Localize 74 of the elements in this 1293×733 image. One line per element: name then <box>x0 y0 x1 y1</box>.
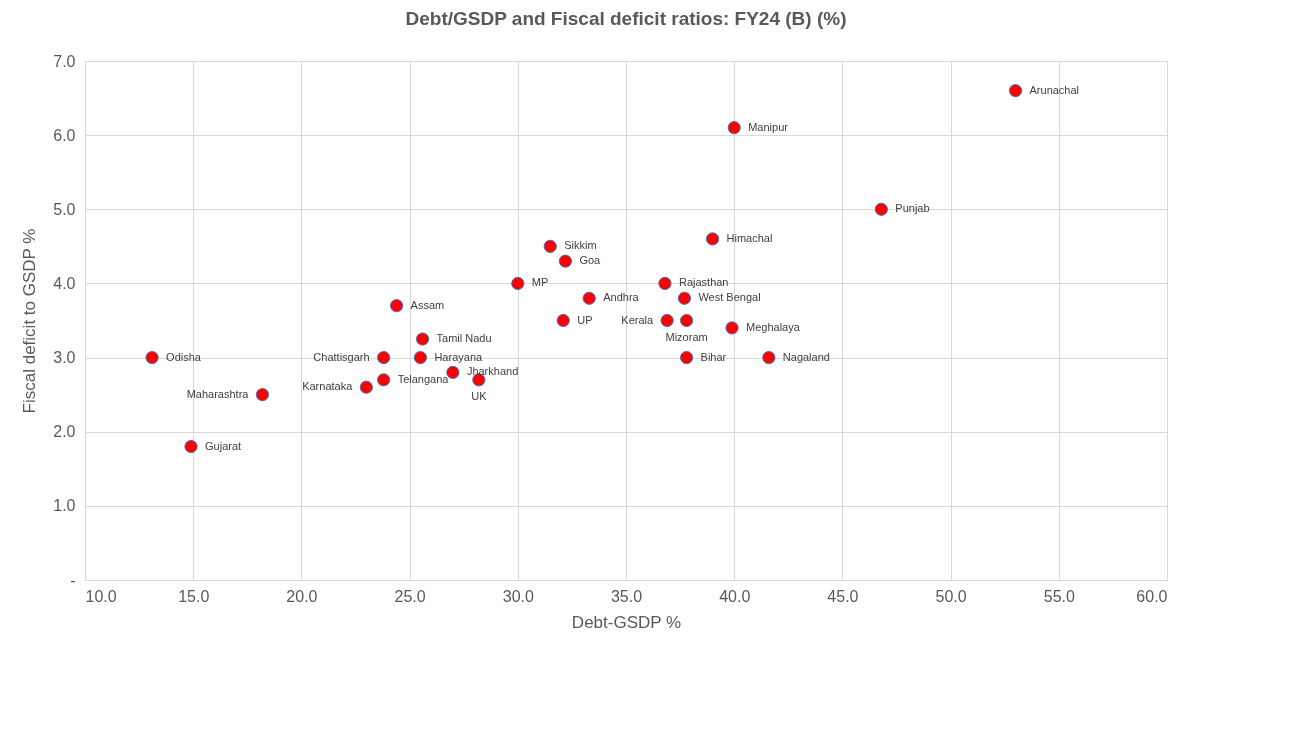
y-tick-label: - <box>70 571 76 589</box>
annotation: Himachal <box>726 231 773 244</box>
x-tick-label: 45.0 <box>827 587 859 605</box>
point <box>1008 84 1023 98</box>
point <box>377 350 391 365</box>
annotation: Meghalaya <box>746 320 801 333</box>
point <box>658 276 672 291</box>
point <box>543 239 557 253</box>
annotation: Arunachal <box>1029 83 1080 96</box>
point <box>556 313 570 328</box>
x-tick-label: 55.0 <box>1043 587 1075 605</box>
annotation: Goa <box>579 254 602 267</box>
y-tick-label: 1.0 <box>53 497 76 515</box>
point <box>255 388 270 402</box>
annotation: Punjab <box>895 202 930 215</box>
point <box>679 350 694 365</box>
point <box>727 121 741 135</box>
annotation: MP <box>531 276 549 289</box>
annotation: Odisha <box>166 350 202 363</box>
x-tick-label: 10.0 <box>85 587 117 605</box>
y-tick-label: 2.0 <box>53 423 76 441</box>
annotation: Assam <box>410 298 445 311</box>
chart-title: Debt/GSDP and Fiscal deficit ratios: FY24 (B) (%) <box>405 8 847 29</box>
annotation: Bihar <box>700 350 727 363</box>
x-tick-label: 60.0 <box>1136 587 1168 605</box>
x-tick-label: 20.0 <box>286 587 318 605</box>
point <box>413 350 428 365</box>
y-tick-label: 3.0 <box>53 349 76 367</box>
annotation: Harayana <box>434 350 483 363</box>
point <box>874 202 888 216</box>
y-tick-label: 6.0 <box>53 126 76 144</box>
point <box>145 350 159 365</box>
annotation: Mizoram <box>665 330 708 343</box>
point <box>415 332 430 346</box>
point <box>725 321 739 335</box>
point <box>762 350 776 365</box>
annotation: West Bengal <box>698 291 761 304</box>
y-tick-label: 5.0 <box>53 200 76 218</box>
annotation: Chattisgarh <box>313 350 370 363</box>
annotation: Sikkim <box>564 239 597 252</box>
point <box>582 291 596 305</box>
point <box>389 299 404 313</box>
point <box>377 373 391 387</box>
x-tick-label: 40.0 <box>719 587 751 605</box>
annotation: Andhra <box>603 291 640 304</box>
point <box>184 439 198 454</box>
point <box>359 380 373 394</box>
annotation: UK <box>471 389 488 402</box>
annotation: Gujarat <box>205 439 242 452</box>
x-axis-title: Debt-GSDP % <box>571 612 682 632</box>
annotation: Karnataka <box>302 380 354 393</box>
x-tick-label: 15.0 <box>178 587 210 605</box>
annotation: Jharkhand <box>466 365 519 378</box>
x-tick-label: 50.0 <box>935 587 967 605</box>
point <box>660 313 674 328</box>
annotation: Tamil Nadu <box>436 332 492 345</box>
annotation: Kerala <box>621 313 654 326</box>
point <box>679 313 694 328</box>
point <box>705 232 720 246</box>
point <box>677 291 692 305</box>
y-tick-label: 4.0 <box>53 274 76 292</box>
annotation: Nagaland <box>782 350 830 363</box>
annotation: Maharashtra <box>186 387 250 400</box>
y-axis-title: Fiscal deficit to GSDP % <box>20 228 40 414</box>
x-tick-label: 35.0 <box>610 587 643 605</box>
annotation: UP <box>577 313 593 326</box>
annotation: Rajasthan <box>678 276 729 289</box>
x-tick-label: 30.0 <box>502 587 534 605</box>
point <box>511 276 525 291</box>
point <box>558 254 573 268</box>
annotation: Telangana <box>397 372 450 385</box>
y-tick-label: 7.0 <box>53 52 76 70</box>
x-tick-label: 25.0 <box>394 587 426 605</box>
annotation: Manipur <box>748 120 789 133</box>
